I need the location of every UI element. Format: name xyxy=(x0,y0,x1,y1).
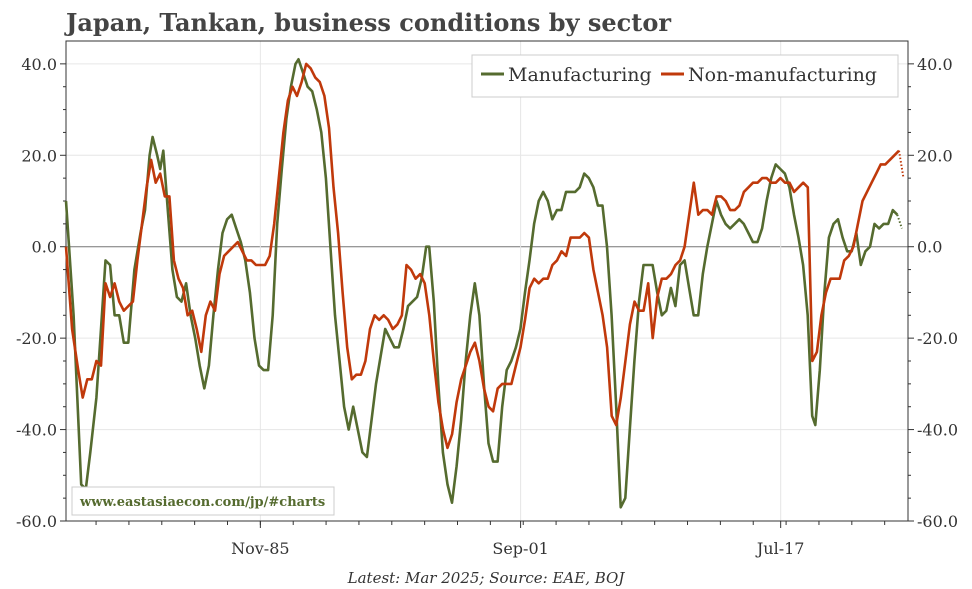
series-lines xyxy=(64,58,905,509)
source-box: www.eastasiaecon.com/jp/#charts xyxy=(71,486,335,516)
legend-label-non-manufacturing: Non-manufacturing xyxy=(688,64,877,86)
y-tick-label-left: 0.0 xyxy=(32,238,57,257)
x-tick-label: Nov-85 xyxy=(231,539,289,558)
series-line-non-manufacturing xyxy=(64,62,900,450)
y-tick-label-right: -60.0 xyxy=(917,512,958,531)
plot-area-frame xyxy=(65,40,909,522)
y-tick-label-right: 40.0 xyxy=(917,55,953,74)
legend: Manufacturing Non-manufacturing xyxy=(471,54,899,98)
series-projection-non-manufacturing xyxy=(898,150,905,179)
y-tick-label-right: -20.0 xyxy=(917,329,958,348)
series-line-manufacturing xyxy=(64,58,899,509)
x-tick-label: Jul-17 xyxy=(755,539,805,558)
y-tick-label-left: -20.0 xyxy=(16,329,57,348)
y-tick-label-left: 40.0 xyxy=(21,55,57,74)
chart-title: Japan, Tankan, business conditions by se… xyxy=(64,8,671,37)
y-tick-label-right: -40.0 xyxy=(917,421,958,440)
legend-label-manufacturing: Manufacturing xyxy=(508,64,652,86)
axis-ticks: 40.0 40.0 20.0 20.0 0.0 0.0 -20.0 -20.0 -40.0 -40… xyxy=(16,55,958,558)
x-tick-label: Sep-01 xyxy=(492,539,548,558)
y-tick-label-right: 0.0 xyxy=(917,238,942,257)
source-box-frame xyxy=(71,486,335,516)
legend-box xyxy=(471,54,899,98)
y-tick-label-left: 20.0 xyxy=(21,146,57,165)
y-tick-label-right: 20.0 xyxy=(917,146,953,165)
source-url: www.eastasiaecon.com/jp/#charts xyxy=(79,495,325,510)
grid xyxy=(66,41,908,522)
y-tick-label-left: -40.0 xyxy=(16,421,57,440)
y-tick-label-left: -60.0 xyxy=(16,512,57,531)
series-projection-manufacturing xyxy=(896,214,903,229)
chart-footer: Latest: Mar 2025; Source: EAE, BOJ xyxy=(347,569,626,587)
